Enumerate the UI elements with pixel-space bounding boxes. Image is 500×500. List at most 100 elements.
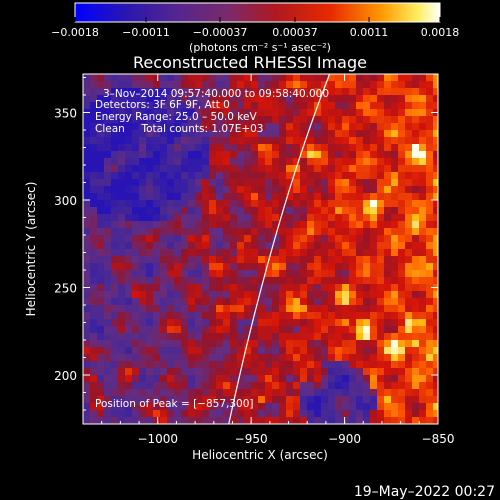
heatmap-cell [370,305,378,313]
heatmap-cell [97,130,105,138]
heatmap-cell [118,347,126,355]
heatmap-cell [139,235,147,243]
heatmap-cell [377,95,385,103]
heatmap-cell [398,333,406,341]
heatmap-cell [328,347,336,355]
heatmap-cell [160,361,168,369]
heatmap-cell [286,221,294,229]
heatmap-cell [153,102,161,110]
heatmap-cell [391,389,399,397]
heatmap-cell [258,389,266,397]
heatmap-cell [307,130,315,138]
heatmap-cell [398,130,406,138]
heatmap-cell [104,305,112,313]
heatmap-cell [111,186,119,194]
heatmap-cell [209,263,217,271]
heatmap-cell [258,228,266,236]
heatmap-cell [174,305,182,313]
heatmap-cell [279,109,287,117]
heatmap-cell [293,417,301,424]
heatmap-cell [146,284,154,292]
heatmap-cell [83,277,91,285]
heatmap-cell [391,312,399,320]
heatmap-cell [349,368,357,376]
heatmap-cell [426,361,434,369]
heatmap-cell [181,144,189,152]
annotation-detectors: Detectors: 3F 6F 9F, Att 0 [95,99,230,111]
heatmap-cell [377,130,385,138]
heatmap-cell [272,354,280,362]
heatmap-cell [146,228,154,236]
heatmap-cell [300,396,308,404]
heatmap-cell [90,130,98,138]
heatmap-cell [139,130,147,138]
heatmap-cell [370,221,378,229]
heatmap-cell [300,186,308,194]
heatmap-cell [216,389,224,397]
heatmap-cell [244,88,252,96]
heatmap-cell [307,81,315,89]
heatmap-cell [412,256,420,264]
heatmap-cell [272,326,280,334]
heatmap-cell [132,396,140,404]
heatmap-cell [426,410,434,418]
heatmap-cell [174,158,182,166]
heatmap-cell [293,242,301,250]
heatmap-cell [202,312,210,320]
heatmap-cell [97,102,105,110]
heatmap-cell [139,151,147,159]
heatmap-cell [377,214,385,222]
heatmap-cell [230,270,238,278]
heatmap-cell [370,200,378,208]
heatmap-cell [230,74,238,82]
heatmap-cell [398,95,406,103]
heatmap-cell [426,81,434,89]
heatmap-cell [419,151,427,159]
heatmap-cell [216,81,224,89]
heatmap-cell [251,319,259,327]
heatmap-cell [286,158,294,166]
heatmap-cell [384,284,392,292]
heatmap-cell [181,123,189,131]
heatmap-cell [293,179,301,187]
heatmap-cell [146,326,154,334]
heatmap-cell [363,235,371,243]
heatmap-cell [398,298,406,306]
heatmap-cell [426,312,434,320]
heatmap-cell [146,298,154,306]
heatmap-cell [398,291,406,299]
heatmap-cell [118,102,126,110]
heatmap-cell [328,291,336,299]
heatmap-cell [223,298,231,306]
heatmap-cell [202,228,210,236]
heatmap-cell [90,277,98,285]
heatmap-cell [293,102,301,110]
heatmap-cell [293,347,301,355]
heatmap-cell [433,277,438,285]
heatmap-cell [321,228,329,236]
heatmap-cell [356,214,364,222]
heatmap-cell [433,144,438,152]
heatmap-cell [412,263,420,271]
heatmap-cell [265,305,273,313]
heatmap-cell [433,375,438,383]
heatmap-cell [118,417,126,424]
heatmap-cell [174,347,182,355]
heatmap-cell [279,312,287,320]
heatmap-cell [153,235,161,243]
heatmap-cell [223,158,231,166]
heatmap-cell [419,403,427,411]
heatmap-cell [335,270,343,278]
heatmap-cell [370,109,378,117]
heatmap-cell [111,333,119,341]
heatmap-cell [286,256,294,264]
heatmap-cell [146,270,154,278]
heatmap-cell [181,179,189,187]
heatmap-cell [356,109,364,117]
heatmap-cell [307,277,315,285]
heatmap-cell [321,179,329,187]
heatmap-cell [237,249,245,257]
heatmap-cell [377,151,385,159]
heatmap-cell [405,95,413,103]
heatmap-cell [216,88,224,96]
